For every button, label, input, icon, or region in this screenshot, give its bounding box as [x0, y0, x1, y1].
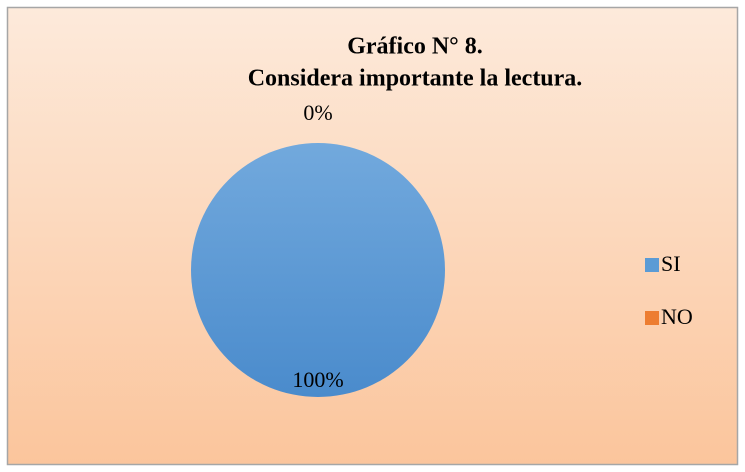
legend-label: NO — [661, 304, 693, 329]
legend-swatch — [645, 258, 659, 272]
legend-label: SI — [661, 251, 681, 276]
chart-title: Gráfico N° 8. — [347, 34, 483, 60]
data-label: 0% — [303, 100, 332, 125]
chart-title: Considera importante la lectura. — [248, 66, 583, 92]
pie-slice — [191, 143, 445, 397]
data-label: 100% — [292, 367, 343, 392]
legend-swatch — [645, 311, 659, 325]
